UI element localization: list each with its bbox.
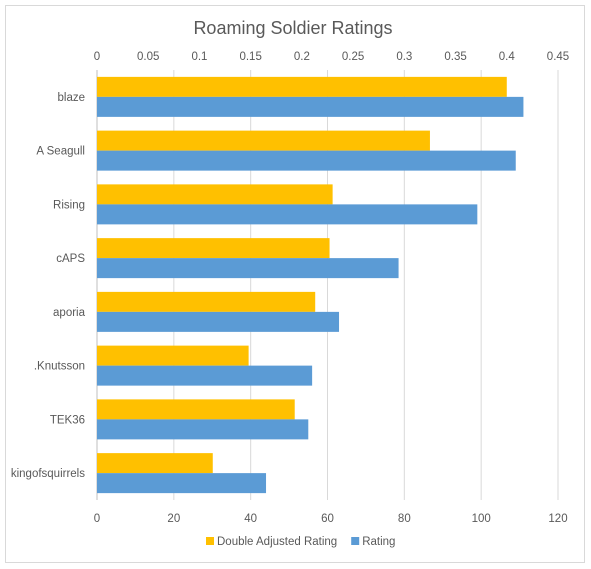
bar-rating	[97, 150, 516, 171]
chart-title: Roaming Soldier Ratings	[193, 18, 392, 38]
top-axis-tick-label: 0.2	[294, 51, 310, 63]
category-label: TEK36	[50, 414, 85, 426]
bar-double-adjusted-rating	[97, 399, 295, 420]
bar-rating	[97, 204, 478, 225]
legend-label: Rating	[362, 536, 395, 548]
top-axis-tick-label: 0.4	[499, 51, 516, 63]
bar-double-adjusted-rating	[97, 130, 430, 151]
legend-swatch	[206, 537, 214, 545]
bar-double-adjusted-rating	[97, 184, 333, 205]
category-label: A Seagull	[36, 146, 85, 158]
top-axis-tick-label: 0.05	[137, 51, 159, 63]
top-axis-tick-label: 0.1	[191, 51, 207, 63]
bottom-axis-tick-label: 60	[321, 513, 334, 525]
bar-rating	[97, 365, 313, 386]
legend-swatch	[351, 537, 360, 545]
bottom-axis-tick-label: 0	[94, 513, 100, 525]
bar-rating	[97, 258, 399, 279]
bar-double-adjusted-rating	[97, 453, 213, 474]
bar-rating	[97, 419, 309, 440]
bottom-axis-tick-label: 80	[398, 513, 411, 525]
bar-double-adjusted-rating	[97, 76, 507, 97]
bar-double-adjusted-rating	[97, 238, 330, 259]
top-axis-tick-label: 0.15	[239, 51, 261, 63]
category-label: cAPS	[56, 253, 85, 265]
bar-rating	[97, 473, 267, 494]
category-label: aporia	[53, 307, 86, 319]
bar-double-adjusted-rating	[97, 291, 316, 312]
top-axis-tick-label: 0.45	[547, 51, 569, 63]
bottom-axis-tick-label: 40	[244, 513, 257, 525]
category-label: kingofsquirrels	[11, 468, 85, 480]
category-label: .Knutsson	[34, 361, 85, 373]
bottom-axis-tick-label: 20	[167, 513, 180, 525]
bottom-axis-tick-label: 100	[472, 513, 491, 525]
category-label: Rising	[53, 199, 85, 211]
bar-double-adjusted-rating	[97, 345, 249, 366]
legend-label: Double Adjusted Rating	[217, 536, 337, 548]
category-label: blaze	[58, 92, 86, 104]
bottom-axis-tick-label: 120	[548, 513, 567, 525]
bar-rating	[97, 311, 340, 332]
top-axis-tick-label: 0.25	[342, 51, 364, 63]
bar-rating	[97, 96, 524, 117]
top-axis-tick-label: 0	[94, 51, 100, 63]
top-axis-tick-label: 0.3	[396, 51, 412, 63]
top-axis-tick-label: 0.35	[444, 51, 466, 63]
